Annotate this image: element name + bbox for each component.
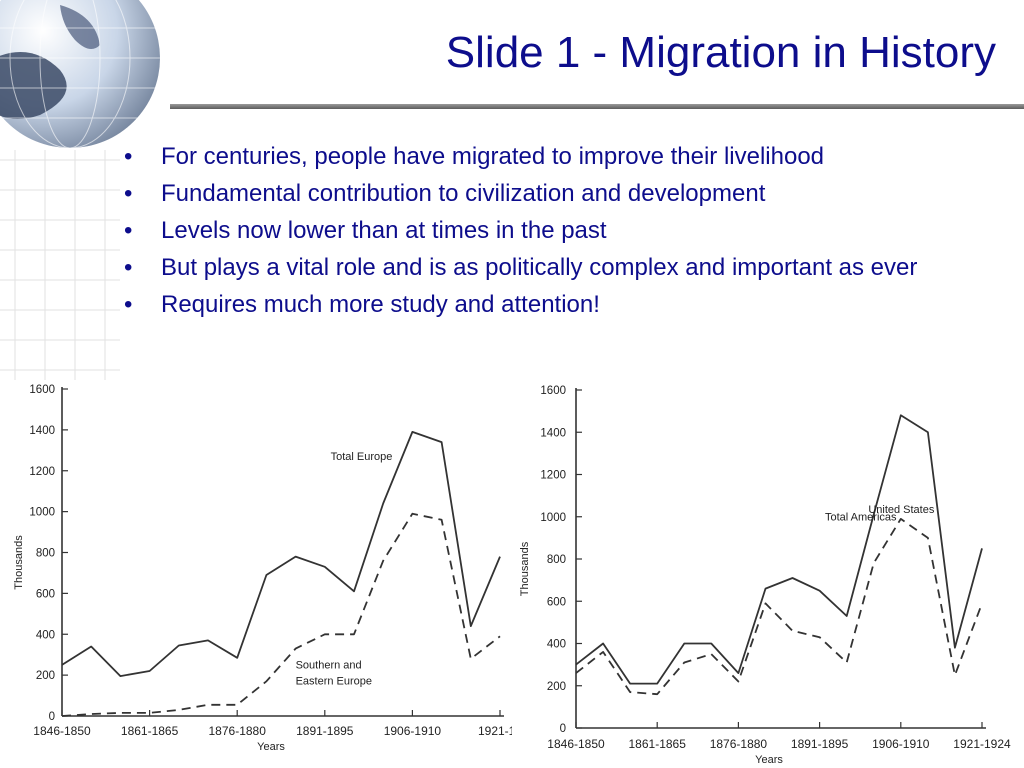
slide-title: Slide 1 - Migration in History	[445, 28, 996, 77]
bullet-marker: •	[124, 143, 133, 170]
series-line-0	[61, 431, 501, 678]
y-axis-label: Thousands	[13, 535, 25, 590]
x-tick-label: 1861-1865	[121, 724, 179, 738]
series-line-1	[61, 512, 501, 717]
series-annotation: Southern and	[296, 660, 362, 672]
bullet-text: For centuries, people have migrated to i…	[161, 143, 825, 170]
y-tick-label: 1600	[540, 385, 566, 397]
y-tick-label: 1600	[29, 384, 55, 396]
y-tick-label: 0	[560, 723, 566, 735]
globe-logo	[0, 0, 160, 149]
background-grid	[0, 150, 120, 380]
x-tick-label: 1891-1895	[791, 737, 849, 751]
x-tick-label: 1861-1865	[629, 737, 687, 751]
series-line-0	[575, 414, 983, 685]
bullet-list: • For centuries, people have migrated to …	[122, 143, 1002, 328]
y-tick-label: 400	[547, 639, 566, 651]
series-line-1	[575, 517, 983, 696]
x-tick-label: 1891-1895	[296, 724, 354, 738]
series-annotation: Eastern Europe	[296, 676, 372, 688]
x-tick-label: 1906-1910	[872, 737, 930, 751]
chart-europe: 0 200 400 600 800 1000 1200 1400 1600 1846-1850 18…	[13, 384, 512, 753]
x-tick-label: 1921-1924	[953, 737, 1011, 751]
bullet-text: Requires much more study and attention!	[161, 291, 600, 318]
bullet-marker: •	[124, 180, 133, 207]
bullet-item: • Levels now lower than at times in the p…	[122, 217, 1002, 245]
x-tick-label: 1876-1880	[710, 737, 768, 751]
x-tick-label: 1846-1850	[547, 737, 605, 751]
bullet-item: • But plays a vital role and is as politi…	[122, 254, 1002, 282]
bullet-text: Levels now lower than at times in the pa…	[161, 217, 607, 244]
title-divider	[170, 104, 1024, 109]
bullet-item: • For centuries, people have migrated to …	[122, 143, 1002, 171]
y-tick-label: 200	[547, 681, 566, 693]
y-tick-label: 800	[547, 554, 566, 566]
x-tick-label: 1906-1910	[384, 724, 442, 738]
series-annotation: Total Americas	[825, 512, 897, 524]
x-tick-label: 1876-1880	[209, 724, 267, 738]
x-tick-label: 1921-19	[478, 724, 512, 738]
y-axis-label: Thousands	[519, 541, 531, 596]
y-tick-label: 1400	[540, 427, 566, 439]
bullet-marker: •	[124, 254, 133, 281]
bullet-marker: •	[124, 291, 133, 318]
y-tick-label: 1200	[29, 466, 55, 478]
y-tick-label: 1400	[29, 425, 55, 437]
y-tick-label: 1200	[540, 470, 566, 482]
y-tick-label: 1000	[29, 507, 55, 519]
y-tick-label: 600	[547, 596, 566, 608]
bullet-text: But plays a vital role and is as politic…	[161, 254, 918, 281]
bullet-item: • Fundamental contribution to civilizatio…	[122, 180, 1002, 208]
x-axis-label: Years	[257, 741, 285, 753]
series-annotation: United States	[868, 504, 935, 516]
y-tick-label: 800	[36, 548, 55, 560]
y-tick-label: 600	[36, 588, 55, 600]
bullet-text: Fundamental contribution to civilization…	[161, 180, 766, 207]
y-tick-label: 1000	[540, 512, 566, 524]
y-tick-label: 200	[36, 670, 55, 682]
bullet-marker: •	[124, 217, 133, 244]
chart-americas: 0 200 400 600 800 1000 1200 1400 1600 1846-1850 18…	[519, 385, 1011, 766]
y-tick-label: 0	[49, 711, 55, 723]
x-axis-label: Years	[755, 754, 783, 766]
series-annotation: Total Europe	[331, 451, 393, 463]
y-tick-label: 400	[36, 629, 55, 641]
bullet-item: • Requires much more study and attention!	[122, 291, 1002, 319]
x-tick-label: 1846-1850	[33, 724, 91, 738]
